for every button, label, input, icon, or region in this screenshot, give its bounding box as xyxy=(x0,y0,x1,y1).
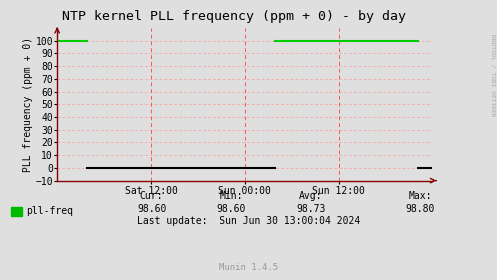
Text: 98.80: 98.80 xyxy=(405,204,435,214)
Text: RRDTOOL / TOBI OETIKER: RRDTOOL / TOBI OETIKER xyxy=(491,34,496,116)
Text: Last update:  Sun Jun 30 13:00:04 2024: Last update: Sun Jun 30 13:00:04 2024 xyxy=(137,216,360,226)
Text: 98.73: 98.73 xyxy=(296,204,326,214)
Text: pll-freq: pll-freq xyxy=(26,206,73,216)
Y-axis label: PLL frequency (ppm + 0): PLL frequency (ppm + 0) xyxy=(22,37,33,172)
Text: Cur:: Cur: xyxy=(140,191,164,201)
Text: Avg:: Avg: xyxy=(299,191,323,201)
Text: Min:: Min: xyxy=(219,191,243,201)
Text: Munin 1.4.5: Munin 1.4.5 xyxy=(219,263,278,272)
Text: 98.60: 98.60 xyxy=(216,204,246,214)
Text: Max:: Max: xyxy=(408,191,432,201)
Text: NTP kernel PLL frequency (ppm + 0) - by day: NTP kernel PLL frequency (ppm + 0) - by … xyxy=(62,10,406,23)
Text: 98.60: 98.60 xyxy=(137,204,166,214)
